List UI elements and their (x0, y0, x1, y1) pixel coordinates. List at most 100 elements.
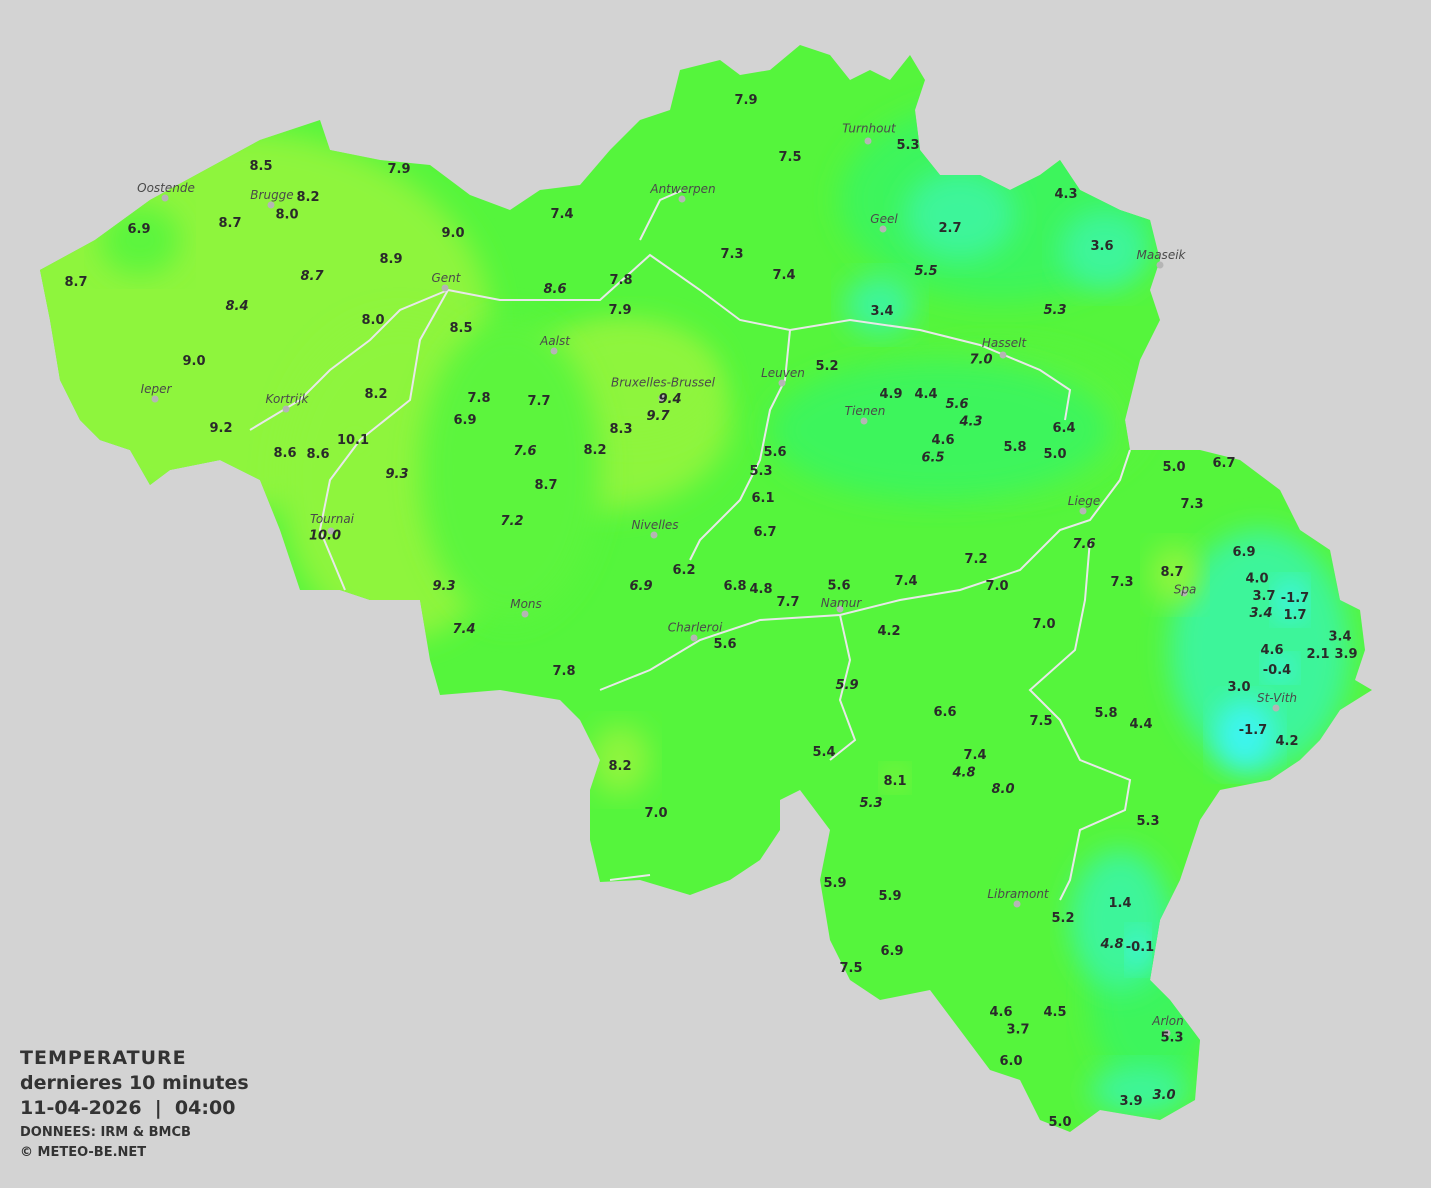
city-libramont: Libramont (987, 887, 1050, 908)
temperature-value: 6.9 (880, 944, 903, 959)
city-hasselt: Hasselt (982, 336, 1027, 359)
temperature-value: 7.9 (608, 303, 631, 318)
river (829, 614, 857, 761)
temperature-value: 3.0 (1227, 680, 1250, 695)
temperature-value: 5.0 (1043, 447, 1066, 462)
temperature-value: 7.5 (778, 150, 801, 165)
city-dot (678, 195, 686, 203)
city-maaseik: Maaseik (1137, 248, 1187, 269)
temperature-value: 5.0 (1162, 460, 1185, 475)
city-dot (1272, 704, 1280, 712)
temperature-zone (1090, 1065, 1190, 1115)
city-name: Kortrijk (266, 392, 310, 406)
city-name: Geel (870, 212, 898, 226)
temperature-value: 8.2 (608, 759, 631, 774)
temperature-zone (770, 360, 1110, 500)
city-tienen: Tienen (845, 404, 885, 425)
city-name: Arlon (1151, 1014, 1183, 1028)
temperature-value: 6.7 (1212, 456, 1235, 471)
temperature-value: 5.5 (914, 264, 937, 279)
temperature-value: 5.6 (945, 397, 968, 412)
temperature-value: 7.7 (776, 595, 799, 610)
temperature-value: 6.9 (453, 413, 476, 428)
temperature-value: 7.0 (985, 579, 1008, 594)
temperature-value: 7.6 (1072, 537, 1095, 552)
city-gent: Gent (432, 271, 462, 292)
city-turnhout: Turnhout (842, 121, 897, 145)
temperature-value: 7.0 (969, 352, 992, 367)
temperature-value: 7.6 (513, 444, 536, 459)
city-dot (836, 605, 844, 613)
city-geel: Geel (870, 212, 898, 233)
temperature-value: 3.9 (1334, 647, 1357, 662)
temperature-value: 8.0 (991, 782, 1014, 797)
city-dot (267, 201, 275, 209)
city-kortrijk: Kortrijk (266, 392, 310, 413)
temperature-value: 5.3 (859, 796, 882, 811)
temperature-value: 6.9 (127, 222, 150, 237)
temperature-value: 7.2 (964, 552, 987, 567)
temperature-value: 7.4 (550, 207, 573, 222)
city-name: Libramont (987, 887, 1050, 901)
legend-title: TEMPERATURE (20, 1047, 187, 1069)
legend-copyright: © METEO-BE.NET (20, 1145, 147, 1160)
temperature-value: 5.3 (1043, 303, 1066, 318)
temperature-value: 9.3 (385, 467, 408, 482)
temperature-zone (1275, 580, 1305, 620)
temperature-value: 8.6 (306, 447, 329, 462)
city-dot (860, 417, 868, 425)
temperature-value: 7.4 (894, 574, 917, 589)
temperature-zone (1070, 850, 1170, 990)
temperature-value: 2.7 (938, 221, 961, 236)
city-name: Maaseik (1137, 248, 1187, 262)
map-legend: TEMPERATURE dernieres 10 minutes 11-04-2… (20, 1046, 249, 1163)
city-tournai: Tournai (310, 512, 355, 535)
city-name: Mons (510, 597, 542, 611)
temperature-zone (1128, 930, 1148, 970)
temperature-value: 5.3 (896, 138, 919, 153)
temperature-value: 7.9 (734, 93, 757, 108)
temperature-value: 4.5 (1043, 1005, 1066, 1020)
city-name: Oostende (137, 181, 195, 195)
temperature-zone (100, 205, 180, 275)
temperature-value: 8.7 (218, 216, 241, 231)
temperature-value: 6.4 (1052, 421, 1075, 436)
city-name: Gent (432, 271, 462, 285)
city-spa: Spa (1174, 582, 1196, 597)
temperature-value: 6.7 (753, 525, 776, 540)
temperature-zones (40, 100, 1350, 1115)
city-dot (879, 225, 887, 233)
temperature-zone (883, 766, 907, 790)
temperature-value: 1.7 (1283, 608, 1306, 623)
temperature-value: 7.4 (772, 268, 795, 283)
temperature-value: 5.9 (823, 876, 846, 891)
temperature-value: 7.0 (1032, 617, 1055, 632)
temperature-value: 8.9 (379, 252, 402, 267)
temperature-value: 4.3 (958, 414, 982, 429)
temperature-value: 4.2 (1275, 734, 1298, 749)
temperature-value: 5.3 (749, 464, 772, 479)
temperature-value: 4.8 (749, 582, 772, 597)
temperature-value: 5.9 (835, 678, 858, 693)
temperature-value: 8.7 (1160, 565, 1183, 580)
temperature-value: 7.0 (644, 806, 667, 821)
temperature-value: 3.7 (1006, 1022, 1029, 1037)
temperature-value: 6.9 (1232, 545, 1255, 560)
temperature-value: 7.8 (609, 273, 632, 288)
city-st-vith: St-Vith (1257, 691, 1297, 712)
temperature-value: -1.7 (1281, 591, 1309, 606)
temperature-value: 6.9 (629, 579, 652, 594)
temperature-value: 7.3 (1180, 497, 1203, 512)
city-name: Tournai (310, 512, 355, 526)
river (1028, 539, 1132, 901)
temperature-value: 3.7 (1252, 589, 1275, 604)
city-dot (327, 527, 335, 535)
temperature-value: 7.5 (839, 961, 862, 976)
city-bruxelles-brussel: Bruxelles-Brussel (611, 376, 716, 402)
temperature-zone (845, 275, 915, 335)
temperature-value: 5.8 (1094, 706, 1117, 721)
city-antwerpen: Antwerpen (649, 182, 716, 203)
temperature-value: 6.2 (672, 563, 695, 578)
temperature-value: 7.4 (963, 748, 986, 763)
